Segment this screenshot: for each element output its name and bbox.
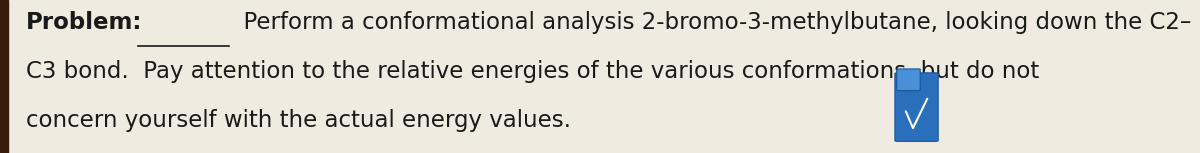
FancyBboxPatch shape: [896, 69, 920, 91]
FancyBboxPatch shape: [895, 73, 938, 141]
Bar: [0, 0, 7, 153]
Text: Problem:: Problem:: [26, 11, 143, 34]
Text: C3 bond.  Pay attention to the relative energies of the various conformations, b: C3 bond. Pay attention to the relative e…: [26, 60, 1039, 83]
Text: concern yourself with the actual energy values.: concern yourself with the actual energy …: [26, 109, 571, 132]
Text: Perform a conformational analysis 2-bromo-3-methylbutane, looking down the C2–: Perform a conformational analysis 2-brom…: [229, 11, 1192, 34]
